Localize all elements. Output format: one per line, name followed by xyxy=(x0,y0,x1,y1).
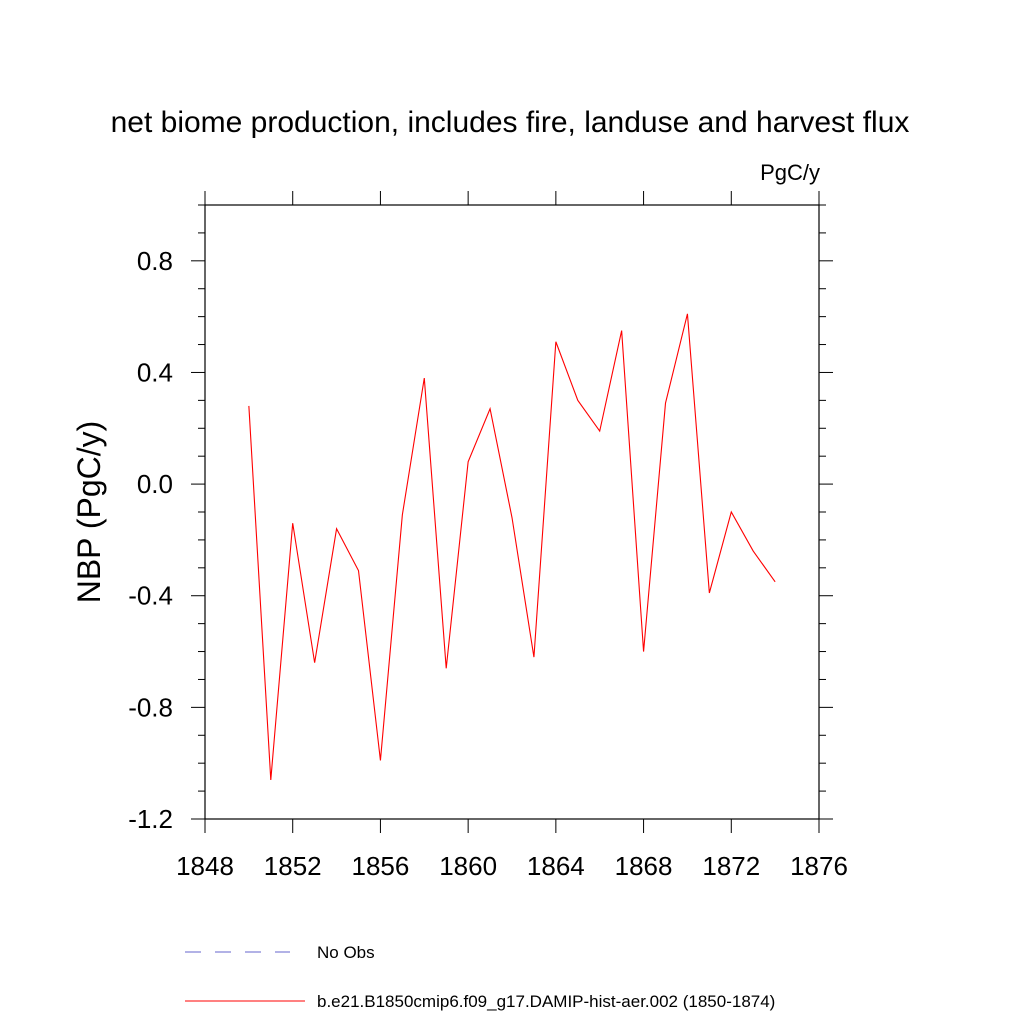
y-tick-label: 0.0 xyxy=(137,469,173,499)
chart-title: net biome production, includes fire, lan… xyxy=(111,106,910,139)
legend-label: b.e21.B1850cmip6.f09_g17.DAMIP-hist-aer.… xyxy=(317,992,775,1011)
x-tick-label: 1872 xyxy=(702,851,760,881)
y-tick-label: -1.2 xyxy=(128,804,173,834)
legend: No Obs b.e21.B1850cmip6.f09_g17.DAMIP-his… xyxy=(185,943,775,1011)
y-axis-label: NBP (PgC/y) xyxy=(71,421,107,604)
x-tick-label: 1860 xyxy=(439,851,497,881)
plot-frame xyxy=(204,204,820,820)
units-label: PgC/y xyxy=(760,160,820,185)
x-tick-label: 1852 xyxy=(264,851,322,881)
x-tick-label: 1868 xyxy=(615,851,673,881)
x-tick-label: 1864 xyxy=(527,851,585,881)
legend-label: No Obs xyxy=(317,943,375,962)
series-line xyxy=(248,313,776,780)
x-tick-label: 1876 xyxy=(790,851,848,881)
x-tick-label: 1856 xyxy=(352,851,410,881)
series-layer xyxy=(248,313,776,780)
y-tick-label: 0.4 xyxy=(137,357,173,387)
y-tick-label: -0.4 xyxy=(128,581,173,611)
axis-ticks xyxy=(191,191,833,833)
axis-tick-labels: 1848 1852 1856 1860 1864 1868 1872 1876 -1.2 -0.8… xyxy=(128,246,848,881)
y-tick-label: 0.8 xyxy=(137,246,173,276)
x-tick-label: 1848 xyxy=(176,851,234,881)
y-tick-label: -0.8 xyxy=(128,692,173,722)
